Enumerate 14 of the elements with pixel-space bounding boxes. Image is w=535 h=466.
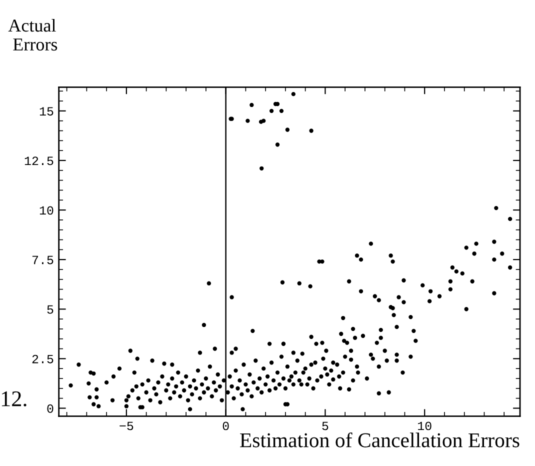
y-tick-label: 10 — [40, 206, 54, 215]
y-tick-label: 15 — [40, 107, 54, 116]
x-axis-title: Estimation of Cancellation Errors — [240, 432, 520, 448]
y-tick-label: 0 — [47, 404, 54, 413]
y-tick-label: 12.5 — [24, 156, 54, 166]
y-tick-label: 7.5 — [32, 256, 54, 264]
x-tick-label: 5 — [322, 422, 328, 430]
text: 12. — [2, 391, 26, 406]
x-tick-label: 10 — [418, 422, 432, 430]
y-tick-label: 5 — [47, 305, 54, 314]
x-tick-label: 0 — [222, 422, 229, 430]
y-tick-label: 2.5 — [32, 354, 54, 364]
y-axis-title: Actual Errors — [8, 18, 58, 51]
x-tick-label: −5 — [120, 422, 134, 430]
